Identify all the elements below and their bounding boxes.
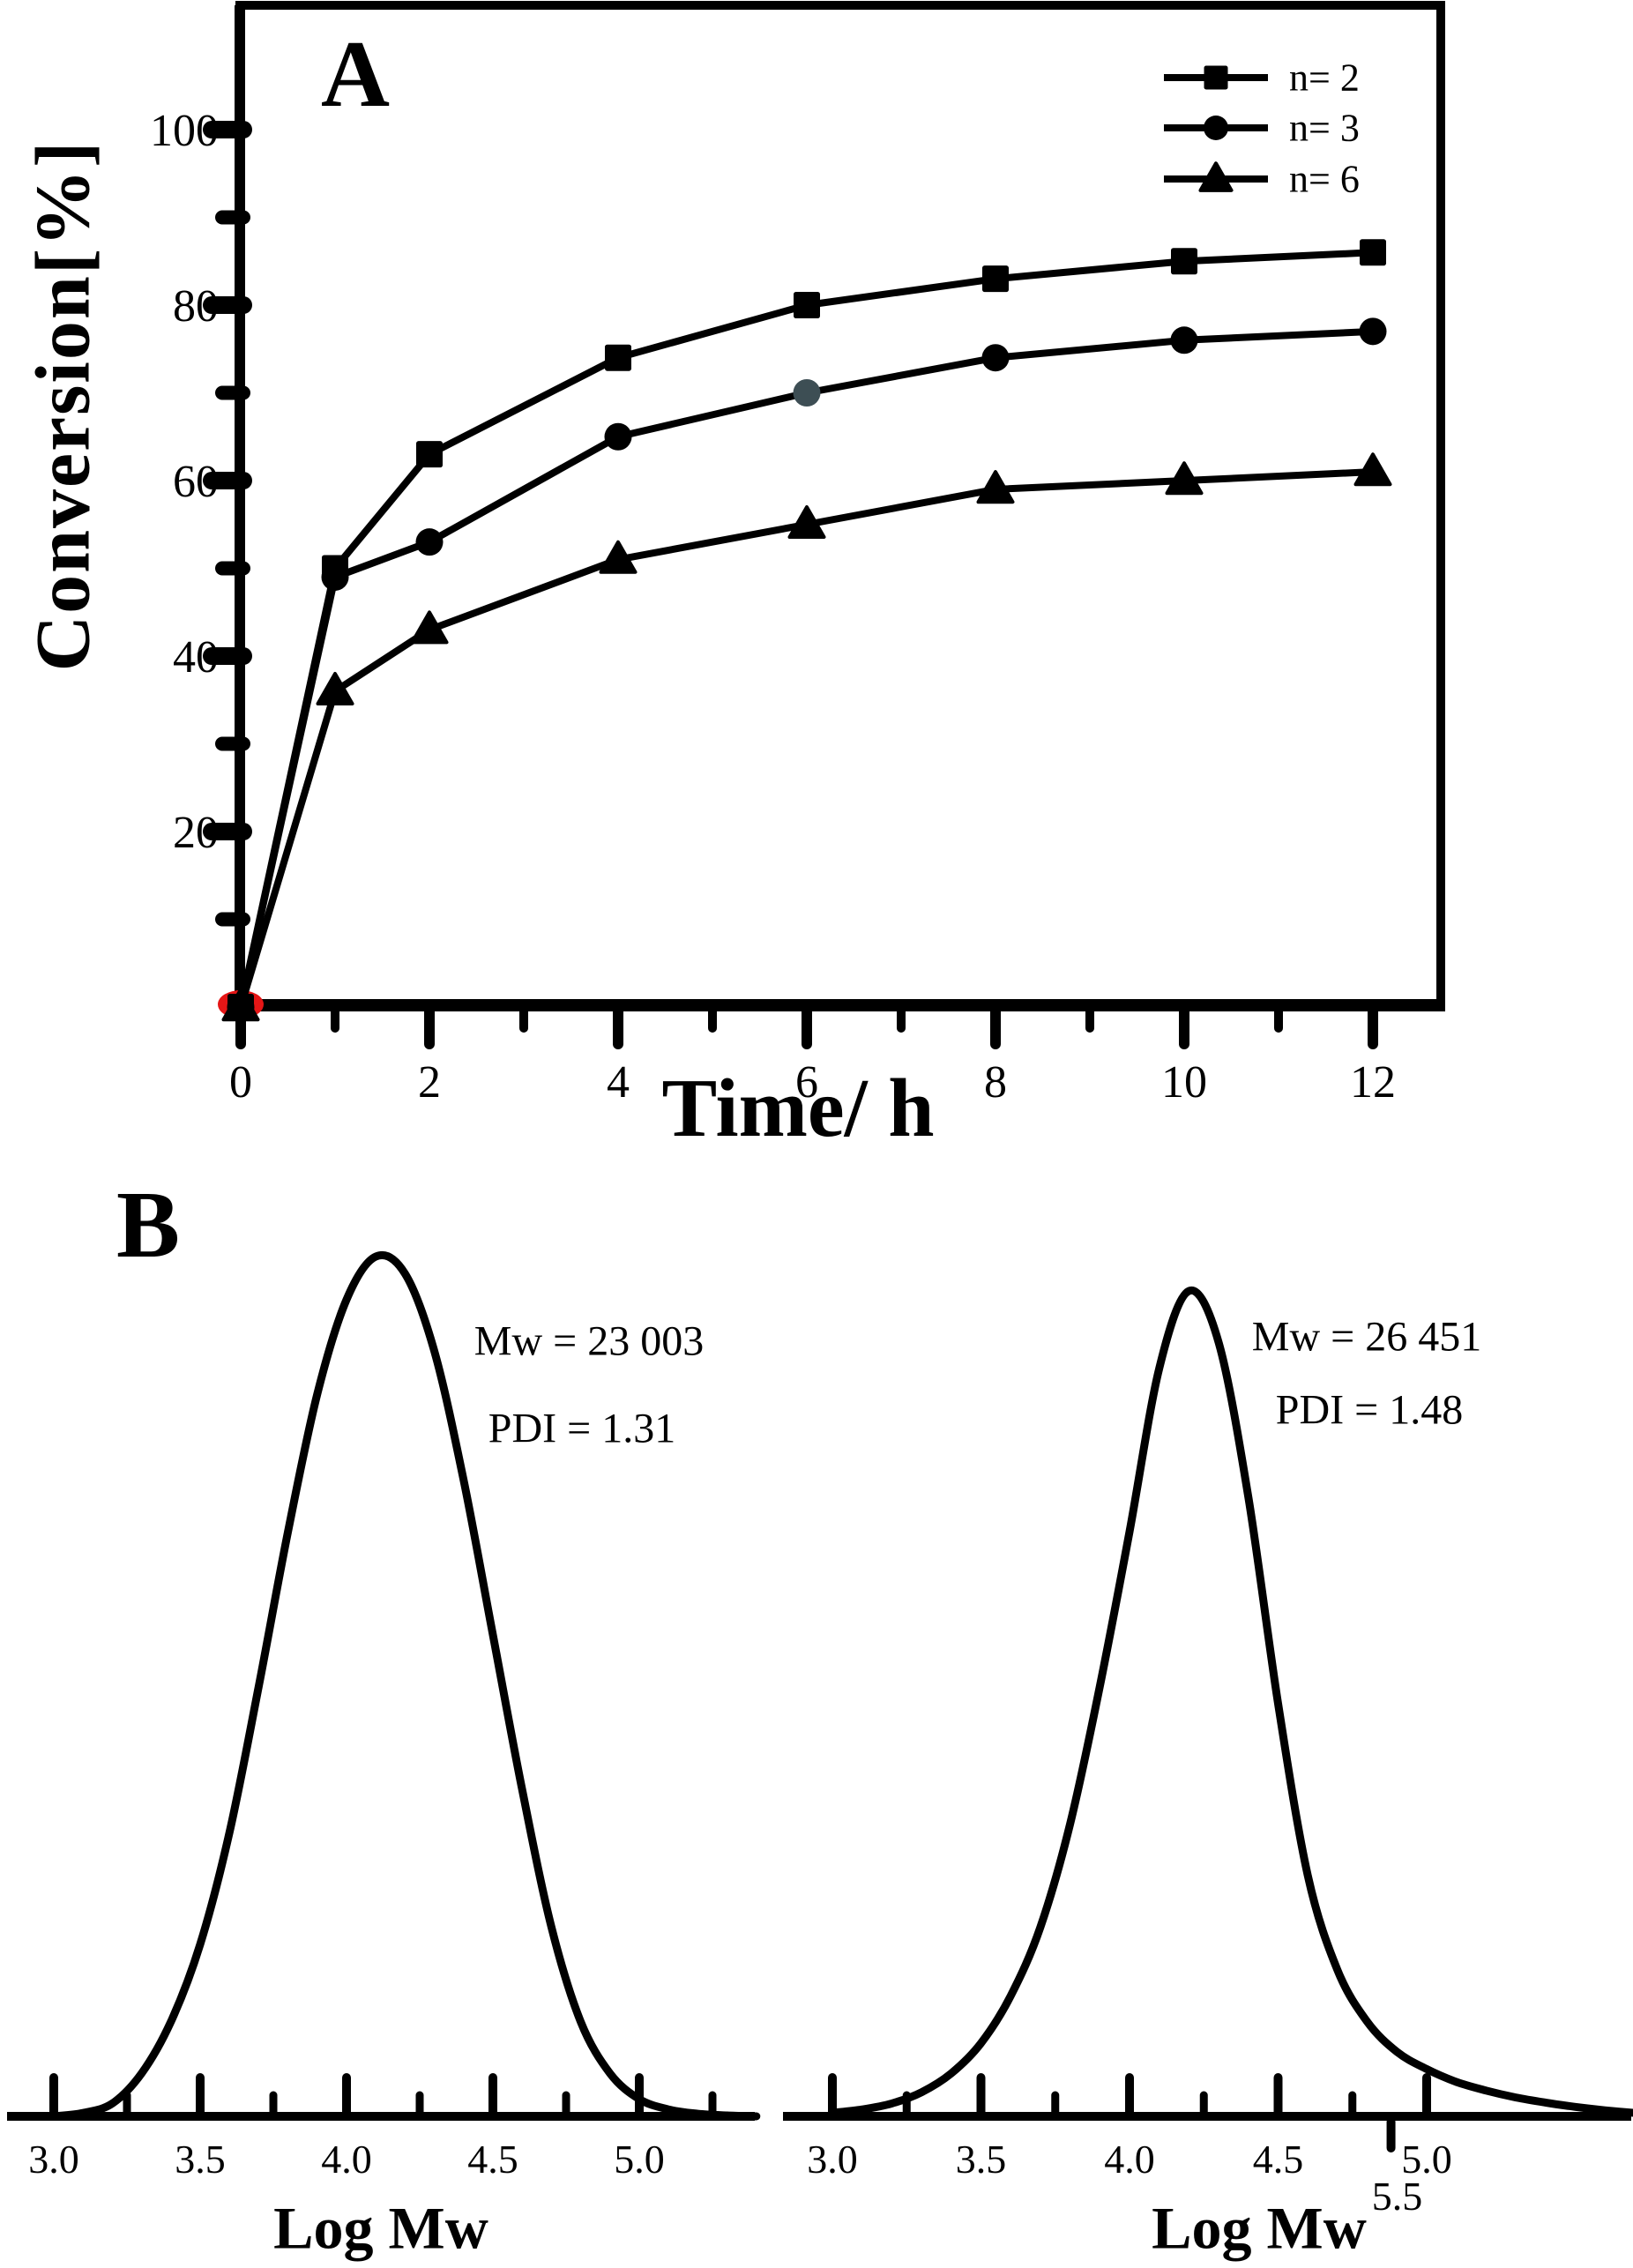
b-tick-label: 3.5 — [175, 2137, 226, 2182]
x-tick-label: 8 — [984, 1057, 1007, 1108]
b-tick-label: 5.0 — [1401, 2137, 1452, 2182]
panel-a-x-axis-title: Time/ h — [661, 1063, 935, 1154]
triangle-marker — [316, 672, 354, 706]
triangle-marker — [599, 540, 638, 574]
b-tick-label: 4.5 — [467, 2137, 518, 2182]
circle-marker — [415, 528, 444, 556]
legend-entry-n6: n= 6 — [1289, 157, 1360, 201]
triangle-marker — [1165, 461, 1204, 496]
left-curve-mw-annotation: Mw = 23 003 — [473, 1317, 705, 1365]
y-tick-label: 60 — [173, 457, 219, 507]
x-tick-label: 6 — [795, 1057, 818, 1108]
square-marker — [982, 265, 1009, 293]
panel-b-label: B — [116, 1173, 181, 1278]
panel-a-frame — [235, 1, 1445, 1010]
b-tick-label: 3.0 — [807, 2137, 858, 2182]
circle-marker — [604, 422, 632, 451]
square-marker — [794, 292, 820, 318]
x-tick-label: 4 — [607, 1057, 630, 1108]
left-x-axis-title: Log Mw — [273, 2194, 488, 2262]
circle-marker — [321, 563, 349, 591]
b-tick-label: 3.0 — [28, 2137, 79, 2182]
x-tick-label: 0 — [229, 1057, 252, 1108]
circle-marker — [1359, 317, 1387, 346]
triangle-marker — [1198, 161, 1234, 192]
series-line-1 — [237, 327, 1374, 1008]
right-x-axis-title: Log Mw — [1152, 2194, 1367, 2262]
triangle-marker — [410, 610, 449, 645]
b-tick-label: 5.0 — [614, 2137, 665, 2182]
triangle-marker — [976, 470, 1015, 504]
b-tick-label: 4.0 — [1104, 2137, 1155, 2182]
panel-a-label: A — [321, 22, 390, 127]
y-tick-label: 100 — [150, 106, 219, 156]
gpc-curve-1 — [828, 1286, 1633, 2117]
square-marker — [416, 441, 443, 468]
left-curve-pdi-annotation: PDI = 1.31 — [488, 1405, 676, 1452]
b-tick-label: 3.5 — [956, 2137, 1007, 2182]
legend-entry-n3: n= 3 — [1289, 106, 1360, 150]
square-marker — [1360, 239, 1386, 266]
gpc-curve-0 — [49, 1250, 761, 2121]
b-extra-tick-label: 5.5 — [1372, 2174, 1423, 2219]
circle-marker — [1204, 116, 1228, 140]
circle-marker — [981, 344, 1010, 372]
series-line-2 — [237, 468, 1374, 1009]
series-line-0 — [237, 249, 1374, 1008]
y-tick-label: 80 — [173, 281, 219, 332]
b-tick-label: 4.5 — [1253, 2137, 1304, 2182]
x-tick-label: 2 — [418, 1057, 441, 1108]
circle-marker — [793, 379, 821, 407]
triangle-marker — [787, 504, 826, 539]
right-curve-pdi-annotation: PDI = 1.48 — [1275, 1386, 1464, 1434]
triangle-marker — [221, 988, 260, 1022]
y-tick-label: 20 — [173, 808, 219, 858]
b-tick-label: 4.0 — [321, 2137, 372, 2182]
circle-marker — [1170, 326, 1198, 354]
x-tick-label: 12 — [1350, 1057, 1396, 1108]
triangle-marker — [1353, 452, 1392, 487]
y-tick-label: 40 — [173, 632, 219, 683]
square-marker — [1204, 65, 1228, 90]
x-tick-label: 10 — [1161, 1057, 1207, 1108]
right-curve-mw-annotation: Mw = 26 451 — [1251, 1313, 1482, 1361]
square-marker — [1171, 248, 1197, 275]
legend-entry-n2: n= 2 — [1289, 56, 1360, 100]
panel-a-y-axis-title: Conversion[%] — [20, 139, 107, 672]
square-marker — [605, 344, 631, 371]
